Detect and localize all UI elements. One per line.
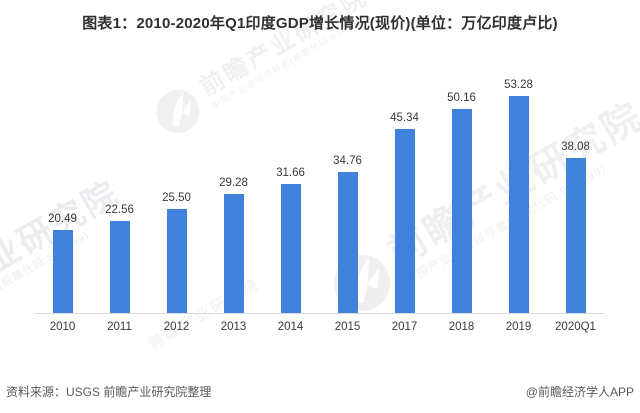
x-tick-label: 2012 (163, 321, 190, 333)
x-tick-label: 2010 (49, 321, 76, 333)
source-text: 资料来源：USGS 前瞻产业研究院整理 (6, 385, 212, 399)
bar-2011 (109, 221, 130, 313)
bar-2014 (280, 184, 301, 313)
bar-value-label: 31.66 (276, 167, 305, 179)
bar-value-label: 45.34 (390, 112, 419, 124)
bar-2012 (166, 209, 187, 313)
bar-value-label: 22.56 (105, 204, 134, 216)
bar-value-label: 50.16 (447, 92, 476, 104)
x-tick-label: 2013 (220, 321, 247, 333)
bar-value-label: 53.28 (504, 79, 533, 91)
bar-2013 (223, 194, 244, 313)
x-tick-label: 2019 (505, 321, 532, 333)
bar-value-label: 25.50 (162, 192, 191, 204)
x-tick-label: 2015 (334, 321, 361, 333)
bar-value-label: 34.76 (333, 155, 362, 167)
plot-area: 20.49 22.56 25.50 29.28 31.66 34.76 45.34 50.16… (34, 70, 604, 314)
x-tick-label: 2011 (107, 321, 132, 333)
x-tick-label: 2014 (277, 321, 304, 333)
x-tick-label: 2018 (448, 321, 475, 333)
footer: 资料来源：USGS 前瞻产业研究院整理 @前瞻经济学人APP (0, 383, 640, 400)
bar-2015 (337, 172, 358, 313)
bar-2018 (451, 109, 472, 313)
x-tick-label: 2017 (391, 321, 418, 333)
bar-value-label: 38.08 (561, 141, 590, 153)
credit-text: @前瞻经济学人APP (525, 385, 634, 399)
x-axis-labels: 2010 2011 2012 2013 2014 2015 2017 2018 2019 2020… (34, 321, 604, 337)
x-axis-line (34, 313, 604, 314)
bar-2017 (394, 129, 415, 313)
chart-title: 图表1：2010-2020年Q1印度GDP增长情况(现价)(单位：万亿印度卢比) (82, 15, 558, 32)
bar-2020Q1 (565, 158, 586, 313)
x-tick-label: 2020Q1 (555, 321, 596, 333)
bar-2010 (52, 230, 73, 313)
bar-value-label: 29.28 (219, 177, 248, 189)
bar-value-label: 20.49 (48, 213, 77, 225)
bar-2019 (508, 96, 529, 313)
